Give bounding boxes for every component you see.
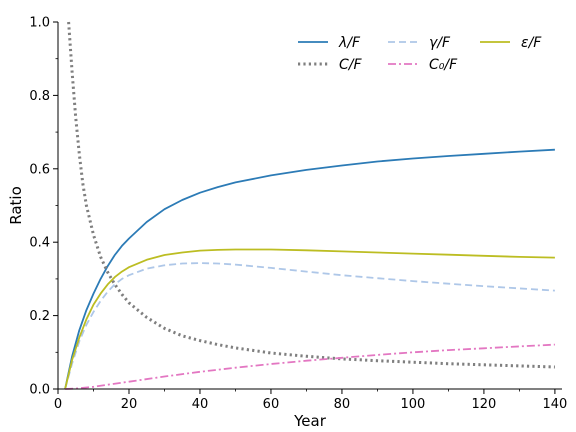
y-tick-label: 0.6 [29,162,50,177]
x-tick-label: 80 [334,397,351,412]
y-tick-label: 0.4 [29,236,50,251]
series-line-3 [67,21,555,369]
legend: λ/F γ/F ε/F C/F C₀/F [298,35,542,73]
x-tick-label: 40 [192,397,209,412]
x-tick-label: 120 [472,397,497,412]
legend-label-2: ε/F [521,35,542,51]
y-ticks: 0.0 0.2 0.4 0.6 0.8 1.0 [29,16,58,398]
axes [57,22,562,390]
x-ticks: 0 20 40 60 80 100 120 140 [54,389,567,412]
series-line-0 [64,148,555,390]
x-tick-label: 60 [263,397,280,412]
legend-label-3: C/F [339,57,362,73]
y-tick-label: 0.8 [29,89,50,104]
x-axis-label: Year [293,412,327,430]
series-lines [64,21,555,390]
legend-label-1: γ/F [429,35,451,51]
x-tick-label: 20 [121,397,138,412]
y-tick-label: 0.2 [29,309,50,324]
series-line-1 [64,262,555,390]
y-tick-label: 0.0 [29,383,50,398]
y-tick-label: 1.0 [29,16,50,31]
legend-label-4: C₀/F [429,57,458,73]
legend-label-0: λ/F [338,35,361,51]
x-tick-label: 0 [54,397,62,412]
x-tick-label: 100 [401,397,426,412]
series-line-4 [65,343,555,390]
y-axis-label: Ratio [7,186,25,225]
series-line-2 [64,248,555,390]
x-tick-label: 140 [542,397,567,412]
